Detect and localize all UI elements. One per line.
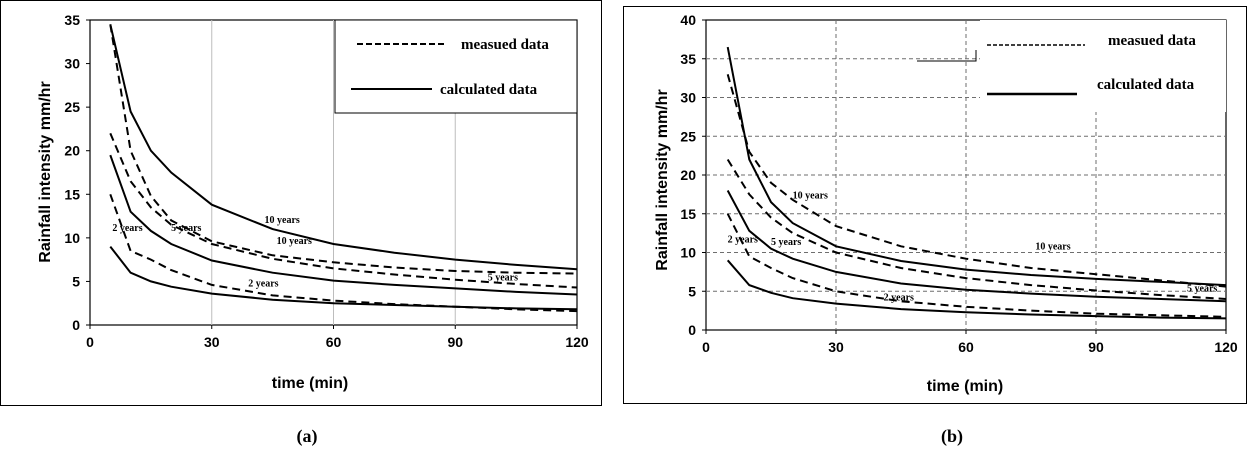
legend-a: measued data calculated data [334, 19, 578, 114]
x-tick-label-a-2: 60 [326, 334, 342, 350]
legend-calculated-label-b: calculated data [1097, 77, 1195, 93]
y-tick-label-b-5: 25 [680, 128, 696, 144]
series-line-a-5 [109, 193, 578, 313]
x-tick-label-b-0: 0 [702, 339, 710, 355]
x-axis-title-a: time (min) [272, 375, 348, 392]
legend-measured-label-b: measued data [1108, 33, 1196, 49]
series-line-a-3 [109, 24, 578, 275]
series-line-b-3 [726, 74, 1227, 288]
y-tick-label-b-2: 10 [680, 245, 696, 261]
legend-calculated-label-a: calculated data [440, 82, 538, 98]
x-tick-label-b-3: 90 [1088, 339, 1104, 355]
y-axis-title-b: Rainfall intensity mm/hr [654, 89, 671, 270]
y-tick-label-b-1: 5 [688, 283, 696, 299]
axis-ticks-b: 0 30 60 90 120 0 5 10 15 20 25 30 35 40 [680, 12, 1237, 355]
y-tick-label-a-4: 20 [64, 143, 80, 159]
x-tick-label-a-3: 90 [447, 334, 463, 350]
series-annotation-a-4: 2 years [248, 279, 278, 290]
y-tick-label-a-5: 25 [64, 99, 80, 115]
legend-b: measued data calculated data [917, 20, 1226, 112]
series-annotation-b-0: 10 years [793, 190, 828, 201]
caption-a: (a) [297, 426, 318, 447]
series-lines-a [109, 24, 578, 313]
y-tick-label-a-0: 0 [72, 317, 80, 333]
y-tick-label-b-6: 30 [680, 90, 696, 106]
y-tick-label-a-2: 10 [64, 230, 80, 246]
legend-measured-label-a: measued data [461, 37, 549, 53]
y-tick-label-b-3: 15 [680, 206, 696, 222]
series-annotation-b-4: 2 years [884, 293, 914, 304]
series-lines-b [726, 46, 1227, 320]
series-line-b-4 [726, 158, 1227, 300]
x-tick-label-a-0: 0 [86, 334, 94, 350]
legend-box-b [980, 20, 1226, 112]
series-line-b-2 [726, 259, 1227, 320]
series-annotation-a-5: 5 years [488, 273, 518, 284]
series-line-a-0 [109, 24, 578, 271]
y-axis-title-a: Rainfall intensity mm/hr [37, 81, 54, 262]
series-annotation-a-2: 5 years [171, 223, 201, 234]
x-tick-label-b-2: 60 [958, 339, 974, 355]
y-tick-label-a-7: 35 [64, 12, 80, 28]
series-annotation-a-0: 10 years [265, 215, 300, 226]
series-annotation-b-2: 5 years [771, 237, 801, 248]
caption-b: (b) [941, 426, 963, 447]
y-tick-label-b-0: 0 [688, 322, 696, 338]
axis-ticks-a: 0 30 60 90 120 0 5 10 15 20 25 30 35 [64, 12, 588, 350]
series-line-b-0 [726, 46, 1227, 287]
y-tick-label-a-3: 15 [64, 186, 80, 202]
x-axis-title-b: time (min) [927, 378, 1003, 395]
series-line-a-4 [109, 132, 578, 289]
y-tick-label-a-1: 5 [72, 273, 80, 289]
x-tick-label-b-4: 120 [1214, 339, 1238, 355]
series-line-a-1 [109, 154, 578, 296]
legend-box-a [334, 19, 578, 114]
x-tick-label-a-4: 120 [565, 334, 589, 350]
y-tick-label-b-8: 40 [680, 12, 696, 28]
series-annotation-a-3: 2 years [112, 223, 142, 234]
x-tick-label-b-1: 30 [828, 339, 844, 355]
series-line-a-2 [109, 245, 578, 311]
series-line-b-1 [726, 190, 1227, 303]
series-annotations-a: 10 years 10 years 5 years 2 years 2 years 5 y… [112, 215, 518, 290]
series-annotations-b: 10 years 10 years 5 years 2 years 2 years 5 y… [728, 190, 1218, 303]
y-tick-label-b-4: 20 [680, 167, 696, 183]
y-tick-label-b-7: 35 [680, 51, 696, 67]
legend-stray-marks-b [917, 50, 977, 62]
series-annotation-b-3: 2 years [728, 234, 758, 245]
y-tick-label-a-6: 30 [64, 56, 80, 72]
series-annotation-b-5: 5 years [1187, 283, 1217, 294]
series-annotation-b-1: 10 years [1035, 241, 1070, 252]
series-annotation-a-1: 10 years [277, 236, 312, 247]
x-tick-label-a-1: 30 [204, 334, 220, 350]
